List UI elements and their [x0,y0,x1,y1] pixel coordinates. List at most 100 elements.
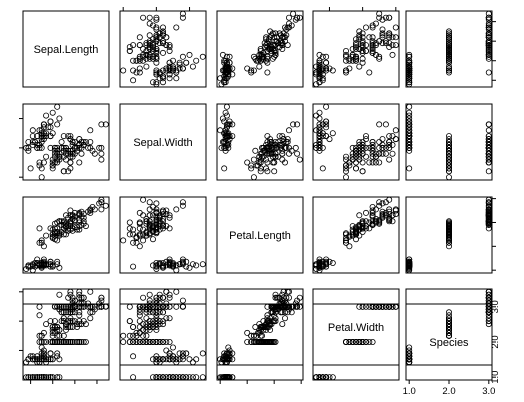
data-point [356,156,363,163]
data-point [29,138,36,145]
data-point [146,318,153,325]
data-point [316,63,323,70]
data-point [98,303,105,310]
panel-frame-petal-length-vs-species [405,196,493,274]
data-point [265,321,272,328]
data-point [98,156,105,163]
data-point [221,79,228,86]
data-point [54,261,61,268]
data-point [163,34,170,41]
data-point [140,294,147,301]
data-point [166,71,173,78]
data-point [369,42,376,49]
data-point [126,303,133,310]
data-point [264,318,271,325]
data-point [356,28,363,35]
data-point [445,57,452,64]
data-point [149,42,156,49]
data-point [280,303,287,310]
data-point [445,53,452,60]
data-point [296,156,303,163]
data-point [267,34,274,41]
data-point [153,323,160,330]
data-point [76,312,83,319]
data-point [130,323,137,330]
data-point [485,141,492,148]
data-point [406,77,413,84]
data-point [485,156,492,163]
data-point [133,57,140,64]
data-point [199,374,206,381]
data-point [47,124,54,131]
data-point [58,138,65,145]
data-point [186,51,193,58]
data-point [257,168,264,175]
data-point [193,356,200,363]
data-point [163,374,170,381]
data-point [349,53,356,60]
data-point [379,150,386,157]
data-point [71,217,78,224]
data-point [369,207,376,214]
data-point [63,321,70,328]
data-point [386,217,393,224]
data-point [76,288,83,295]
data-point [376,38,383,45]
data-point [47,350,54,357]
data-point [159,28,166,35]
data-point [49,374,56,381]
data-point [67,338,74,345]
data-point [140,237,147,244]
data-point [250,174,257,181]
data-point [349,228,356,235]
data-point [485,315,492,322]
data-point [356,338,363,345]
data-point [173,356,180,363]
data-point [406,147,413,154]
data-point [153,326,160,333]
data-point [352,55,359,62]
data-point [376,202,383,209]
data-point [153,228,160,235]
data-point [163,288,170,295]
data-point [91,206,98,213]
data-point [146,323,153,330]
panel-frame-petal-length-vs-petal-length [216,196,304,274]
data-point [252,147,259,154]
data-point [146,40,153,47]
data-point [146,53,153,60]
data-point [445,227,452,234]
data-point [56,303,63,310]
data-point [71,338,78,345]
data-point [140,14,147,21]
data-point [159,303,166,310]
data-point [169,65,176,72]
data-point [63,323,70,330]
data-point [149,236,156,243]
data-point [193,57,200,64]
data-point [149,46,156,53]
data-point [386,32,393,39]
data-point [379,32,386,39]
data-point [445,239,452,246]
data-point [54,237,61,244]
data-point [253,57,260,64]
data-point [313,63,320,70]
data-point [71,303,78,310]
data-point [166,350,173,357]
data-point [38,237,45,244]
data-point [149,323,156,330]
data-point [342,237,349,244]
data-point [356,32,363,39]
data-point [284,136,291,143]
data-point [296,14,303,21]
data-point [445,51,452,58]
data-point [294,121,301,128]
data-point [313,127,320,134]
data-point [406,65,413,72]
data-point [290,10,297,17]
data-point [485,24,492,31]
data-point [143,55,150,62]
data-point [80,218,87,225]
data-point [485,44,492,51]
